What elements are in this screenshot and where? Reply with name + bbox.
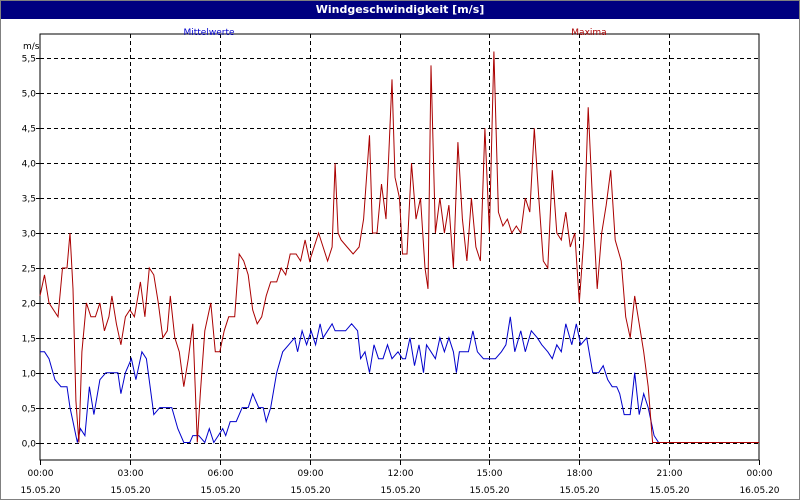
y-tick-label: 0,5 bbox=[22, 405, 36, 415]
x-tick-date: 15.05.20 bbox=[469, 486, 509, 496]
x-tick-date: 16.05.20 bbox=[739, 486, 779, 496]
series-line-mittelwerte bbox=[40, 316, 759, 444]
y-tick-label: 3,5 bbox=[22, 195, 36, 205]
x-tick-time: 09:00 bbox=[298, 469, 324, 479]
x-tick-date: 15.05.20 bbox=[290, 486, 330, 496]
y-tick-label: 5,0 bbox=[22, 90, 37, 100]
y-tick-label: 5,5 bbox=[22, 55, 36, 65]
x-tick-date: 15.05.20 bbox=[559, 486, 599, 496]
x-tick-date: 15.05.20 bbox=[110, 486, 150, 496]
series-lines bbox=[39, 51, 759, 444]
legend-mittelwerte: Mittelwerte bbox=[183, 28, 234, 38]
x-tick-time: 00:00 bbox=[747, 469, 773, 479]
y-tick-label: 2,5 bbox=[22, 265, 36, 275]
y-tick-label: 4,0 bbox=[22, 160, 37, 170]
plot-area bbox=[39, 33, 760, 461]
y-tick-label: 4,5 bbox=[22, 125, 36, 135]
y-tick-label: 1,5 bbox=[22, 335, 36, 345]
x-tick-date: 15.05.20 bbox=[380, 486, 420, 496]
y-tick-label: 2,0 bbox=[22, 300, 37, 310]
series-line-maxima bbox=[39, 51, 759, 443]
x-tick-time: 00:00 bbox=[28, 469, 54, 479]
x-tick-time: 15:00 bbox=[477, 469, 503, 479]
grid bbox=[40, 34, 759, 460]
x-tick-time: 03:00 bbox=[118, 469, 144, 479]
y-tick-label: 0,0 bbox=[22, 440, 37, 450]
axes: 0,0 0,5 1,0 1,5 2,0 2,5 3,0 3,5 4,0 4,5 5,0 5,5 00:0… bbox=[20, 55, 779, 497]
x-tick-date: 15.05.20 bbox=[649, 486, 689, 496]
chart-title: Windgeschwindigkeit [m/s] bbox=[1, 1, 799, 19]
x-tick-time: 21:00 bbox=[657, 469, 683, 479]
y-axis-label: m/s bbox=[23, 42, 40, 52]
x-tick-date: 15.05.20 bbox=[200, 486, 240, 496]
x-tick-date: 15.05.20 bbox=[20, 486, 60, 496]
x-tick-time: 12:00 bbox=[388, 469, 414, 479]
legend-maxima: Maxima bbox=[571, 28, 606, 38]
x-tick-time: 18:00 bbox=[567, 469, 593, 479]
x-tick-time: 06:00 bbox=[208, 469, 234, 479]
y-tick-label: 1,0 bbox=[22, 370, 37, 380]
y-tick-label: 3,0 bbox=[22, 230, 37, 240]
